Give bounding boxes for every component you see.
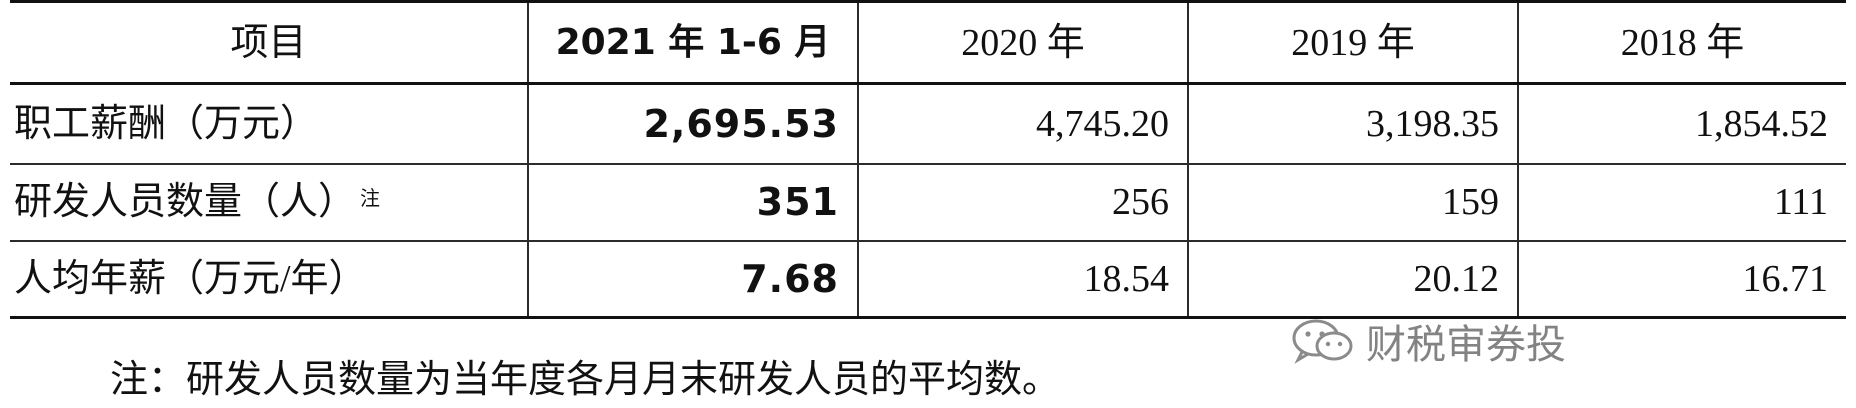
cell-value: 16.71 <box>1517 239 1846 319</box>
header-2020: 2020 年 <box>857 0 1189 85</box>
cell-value: 20.12 <box>1187 239 1519 319</box>
cell-value: 4,745.20 <box>857 82 1189 165</box>
watermark-text: 财税审券投 <box>1366 322 1566 368</box>
table-row: 人均年薪（万元/年） 7.68 18.54 20.12 16.71 <box>10 239 1846 319</box>
cell-value: 18.54 <box>857 239 1189 319</box>
watermark: 财税审券投 <box>1290 312 1566 370</box>
header-item: 项目 <box>10 0 529 85</box>
header-2019: 2019 年 <box>1187 0 1519 85</box>
header-2018: 2018 年 <box>1517 0 1846 85</box>
header-2021h1: 2021 年 1-6 月 <box>527 0 859 85</box>
wechat-icon <box>1292 319 1353 364</box>
cell-value: 351 <box>527 162 859 242</box>
cell-value: 7.68 <box>527 239 859 319</box>
footnote-marker: 注 <box>360 188 381 210</box>
cell-value: 159 <box>1187 162 1519 242</box>
row-label: 职工薪酬（万元） <box>10 82 529 165</box>
cell-value: 2,695.53 <box>527 82 859 165</box>
cell-value: 256 <box>857 162 1189 242</box>
rd-salary-table: 项目 2021 年 1-6 月 2020 年 2019 年 2018 年 职工薪… <box>10 0 1846 319</box>
cell-value: 3,198.35 <box>1187 82 1519 165</box>
table-header-row: 项目 2021 年 1-6 月 2020 年 2019 年 2018 年 <box>10 0 1846 85</box>
table-row: 研发人员数量（人）注 351 256 159 111 <box>10 162 1846 242</box>
row-label: 研发人员数量（人）注 <box>10 162 529 242</box>
cell-value: 1,854.52 <box>1517 82 1846 165</box>
data-table-container: 项目 2021 年 1-6 月 2020 年 2019 年 2018 年 职工薪… <box>10 0 1846 319</box>
cell-value: 111 <box>1517 162 1846 242</box>
row-label: 人均年薪（万元/年） <box>10 239 529 319</box>
table-row: 职工薪酬（万元） 2,695.53 4,745.20 3,198.35 1,85… <box>10 82 1846 165</box>
table-footnote: 注：研发人员数量为当年度各月月末研发人员的平均数。 <box>110 359 1061 401</box>
